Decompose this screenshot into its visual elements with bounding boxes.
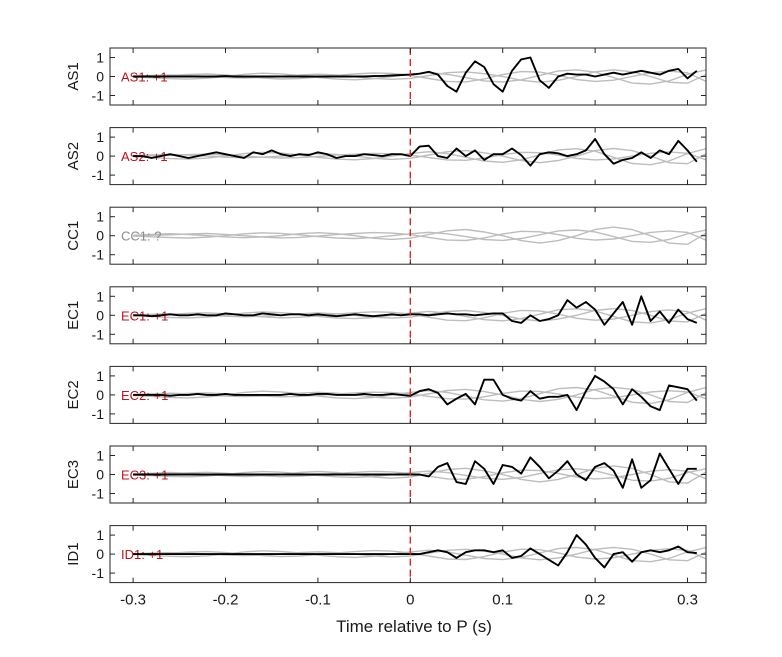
y-tick-label: -1 [92, 326, 105, 342]
y-tick-label: 1 [96, 288, 104, 304]
y-tick-label: -1 [92, 247, 105, 263]
x-tick-label: -0.2 [213, 592, 239, 609]
main-trace [133, 374, 698, 412]
y-tick-label: -1 [92, 167, 105, 183]
y-tick-label: -1 [92, 406, 105, 422]
background-trace [133, 230, 706, 242]
y-axis-label: AS2 [65, 142, 82, 170]
y-tick-label: 0 [96, 228, 104, 244]
y-tick-label: -1 [92, 565, 105, 581]
panel-cc1: CC1: ? 1 0 -1 CC1 [65, 206, 707, 265]
x-tick-label: 0 [406, 592, 414, 609]
y-tick-label: -1 [92, 88, 105, 104]
y-tick-label: 1 [96, 129, 104, 145]
y-tick-label: 0 [96, 546, 104, 562]
y-tick-label: 1 [96, 50, 104, 66]
background-traces [133, 226, 706, 246]
main-trace [133, 295, 698, 326]
background-trace [133, 307, 706, 324]
y-tick-label: 1 [96, 368, 104, 384]
x-axis: -0.3 -0.2 -0.1 0 0.1 0.2 0.3 [120, 592, 698, 609]
main-trace [133, 56, 698, 93]
x-tick-label: -0.3 [120, 592, 146, 609]
y-axis-label: EC1 [65, 301, 82, 330]
y-axis-label: AS1 [65, 62, 82, 90]
y-tick-label: 1 [96, 527, 104, 543]
y-tick-label: 1 [96, 448, 104, 464]
panel-annotation: CC1: ? [121, 229, 161, 244]
y-axis-label: CC1 [65, 221, 82, 251]
background-trace [133, 70, 706, 83]
y-tick-label: 0 [96, 467, 104, 483]
y-axis-label: EC3 [65, 460, 82, 489]
main-trace [133, 138, 698, 167]
y-axis-label: ID1 [65, 542, 82, 565]
x-axis-label: Time relative to P (s) [336, 617, 492, 636]
x-tick-label: -0.1 [305, 592, 331, 609]
main-trace [133, 452, 697, 489]
y-tick-label: 0 [96, 387, 104, 403]
x-tick-label: 0.2 [585, 592, 606, 609]
y-tick-label: 0 [96, 307, 104, 323]
x-tick-label: 0.3 [677, 592, 698, 609]
main-trace [133, 534, 697, 569]
x-tick-label: 0.1 [492, 592, 513, 609]
y-tick-label: 1 [96, 209, 104, 225]
y-axis-label: EC2 [65, 380, 82, 409]
y-tick-label: 0 [96, 148, 104, 164]
background-trace [133, 229, 706, 244]
y-tick-label: 0 [96, 69, 104, 85]
y-tick-label: -1 [92, 486, 105, 502]
